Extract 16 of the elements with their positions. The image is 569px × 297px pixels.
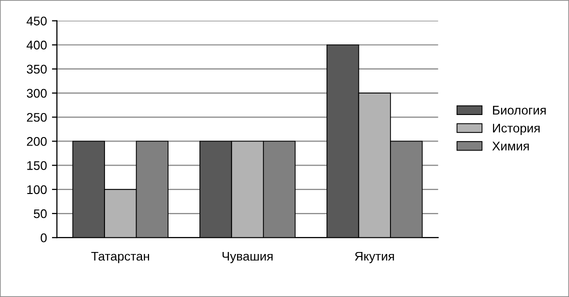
y-tick-label: 0 — [40, 233, 47, 242]
y-tick-label: 450 — [26, 16, 47, 26]
x-tick-label: Чувашия — [222, 252, 273, 264]
y-tick-label: 200 — [26, 137, 47, 146]
y-tick-label: 300 — [26, 88, 47, 98]
legend-label: Биология — [493, 106, 546, 115]
y-tick-label: 100 — [27, 185, 47, 194]
legend-label: Химия — [492, 142, 529, 150]
x-tick-label: Якутия — [354, 252, 394, 264]
legend-label: История — [493, 124, 540, 136]
x-tick-label: Татарстан — [91, 252, 150, 264]
y-tick-label: 350 — [26, 64, 47, 74]
y-tick-label: 50 — [34, 209, 47, 218]
y-tick-label: 400 — [26, 40, 47, 50]
y-tick-label: 150 — [27, 161, 47, 170]
y-tick-label: 250 — [26, 112, 47, 122]
